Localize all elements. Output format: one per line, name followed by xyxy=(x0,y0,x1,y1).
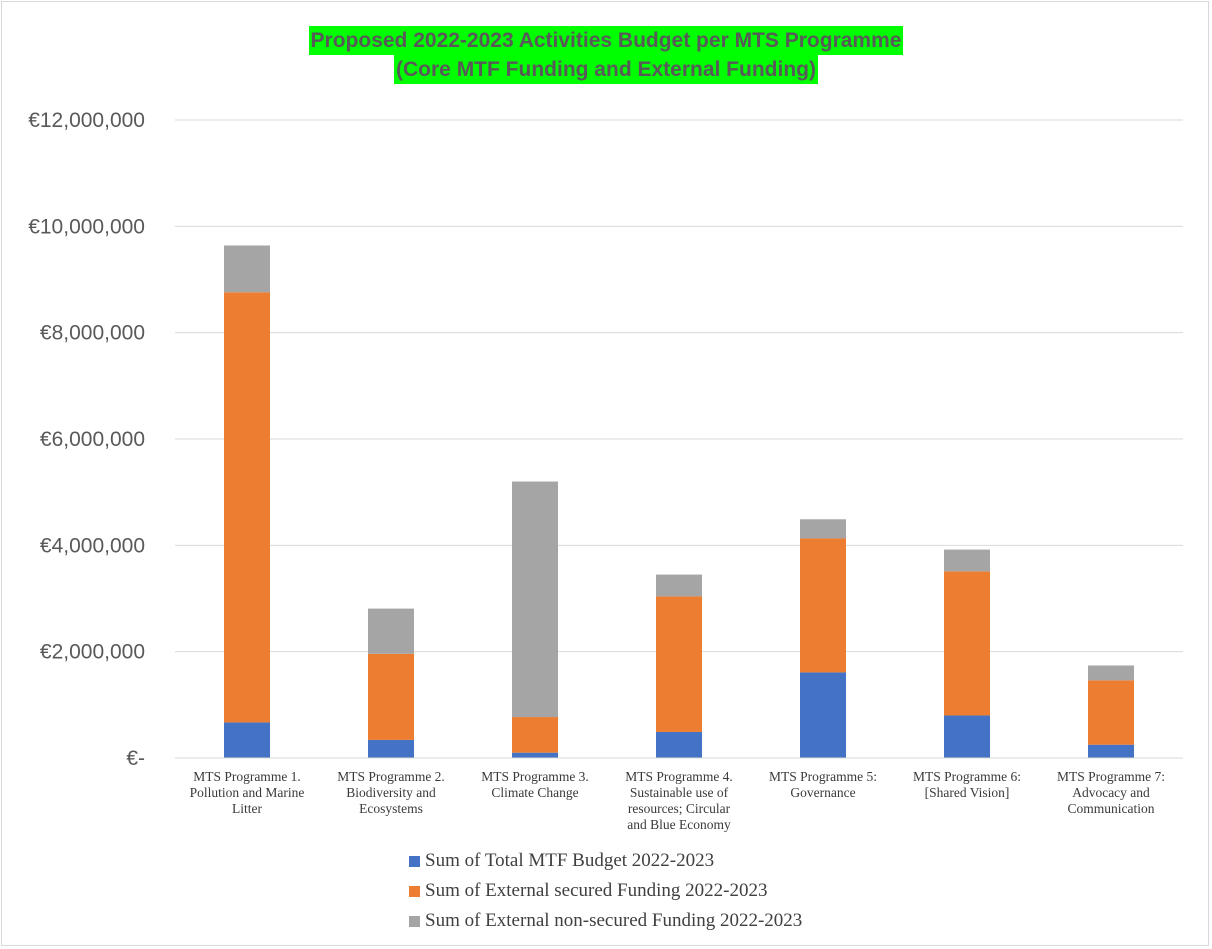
legend-label-mtf-budget: Sum of Total MTF Budget 2022-2023 xyxy=(425,850,715,871)
bar-segment-1-programme-7 xyxy=(1088,744,1134,758)
bar-segment-1-programme-6 xyxy=(944,715,990,758)
bar-segment-2-programme-6 xyxy=(944,571,990,716)
bar-segment-2-programme-1 xyxy=(224,292,270,723)
x-tick-label-line: Pollution and Marine xyxy=(190,785,305,800)
x-tick-label-line: MTS Programme 3. xyxy=(481,769,589,784)
x-tick-label-line: and Blue Economy xyxy=(627,817,731,832)
bar-segment-1-programme-1 xyxy=(224,722,270,758)
bar-segment-2-programme-2 xyxy=(368,653,414,740)
y-tick-label: €10,000,000 xyxy=(28,215,145,238)
x-tick-label-line: MTS Programme 5: xyxy=(769,769,877,784)
bar-segment-2-programme-3 xyxy=(512,717,558,753)
x-tick-label-line: MTS Programme 7: xyxy=(1057,769,1165,784)
x-tick-label-line: MTS Programme 6: xyxy=(913,769,1021,784)
bar-segment-3-programme-5 xyxy=(800,519,846,539)
y-tick-label: €2,000,000 xyxy=(40,641,145,664)
bar-segment-3-programme-2 xyxy=(368,608,414,654)
x-tick-label: MTS Programme 4. Sustainable use of resour… xyxy=(625,769,733,832)
chart-title: Proposed 2022-2023 Activities Budget per… xyxy=(0,26,1212,84)
legend-label-external-secured: Sum of External secured Funding 2022-202… xyxy=(425,880,768,901)
y-tick-label: €4,000,000 xyxy=(40,534,145,557)
y-tick-label: €8,000,000 xyxy=(40,322,145,345)
legend-label-external-non-secured: Sum of External non-secured Funding 2022… xyxy=(425,910,803,931)
x-tick-label: MTS Programme 3. Climate Change xyxy=(481,769,589,800)
legend-item-mtf-budget: Sum of Total MTF Budget 2022-2023 xyxy=(409,846,802,876)
legend-item-external-non-secured: Sum of External non-secured Funding 2022… xyxy=(409,906,802,936)
x-tick-label: MTS Programme 6: [Shared Vision] xyxy=(913,769,1021,800)
x-tick-label-line: Ecosystems xyxy=(359,801,423,816)
x-tick-label: MTS Programme 5: Governance xyxy=(769,769,877,800)
chart-title-line-1: Proposed 2022-2023 Activities Budget per… xyxy=(308,26,904,55)
x-tick-label-line: Governance xyxy=(790,785,855,800)
legend-swatch-mtf-budget xyxy=(409,855,420,867)
bar-segment-2-programme-5 xyxy=(800,538,846,673)
x-tick-label-line: Advocacy and xyxy=(1072,785,1150,800)
x-tick-label-line: resources; Circular xyxy=(628,801,731,816)
bar-segment-3-programme-7 xyxy=(1088,665,1134,681)
legend-swatch-external-non-secured xyxy=(409,915,420,927)
x-tick-label-line: MTS Programme 2. xyxy=(337,769,445,784)
bar-segment-1-programme-2 xyxy=(368,739,414,758)
bar-segment-3-programme-3 xyxy=(512,481,558,718)
bar-segment-1-programme-4 xyxy=(656,731,702,758)
x-tick-label-line: Sustainable use of xyxy=(630,785,729,800)
y-tick-label: €6,000,000 xyxy=(40,428,145,451)
x-tick-label: MTS Programme 7: Advocacy and Communicatio… xyxy=(1057,769,1165,816)
chart-title-line-2: (Core MTF Funding and External Funding) xyxy=(394,55,818,84)
y-tick-label: €12,000,000 xyxy=(28,109,145,132)
bar-segment-3-programme-4 xyxy=(656,574,702,597)
bar-segment-3-programme-1 xyxy=(224,245,270,293)
chart-legend: Sum of Total MTF Budget 2022-2023 Sum of… xyxy=(409,846,802,936)
legend-item-external-secured: Sum of External secured Funding 2022-202… xyxy=(409,876,802,906)
x-tick-label-line: MTS Programme 1. xyxy=(193,769,301,784)
x-tick-label-line: Climate Change xyxy=(491,785,578,800)
bar-segment-1-programme-3 xyxy=(512,752,558,758)
x-tick-label: MTS Programme 1. Pollution and Marine Litt… xyxy=(190,769,305,816)
bar-segment-1-programme-5 xyxy=(800,672,846,758)
x-tick-label: MTS Programme 2. Biodiversity and Ecosyste… xyxy=(337,769,445,816)
x-tick-label-line: Communication xyxy=(1068,801,1155,816)
legend-swatch-external-secured xyxy=(409,885,420,897)
y-tick-label: €- xyxy=(126,747,145,770)
x-tick-label-line: MTS Programme 4. xyxy=(625,769,733,784)
bar-segment-2-programme-7 xyxy=(1088,680,1134,745)
bar-segment-3-programme-6 xyxy=(944,549,990,572)
x-tick-label-line: Litter xyxy=(232,801,262,816)
x-tick-label-line: Biodiversity and xyxy=(346,785,436,800)
bar-segment-2-programme-4 xyxy=(656,596,702,732)
x-tick-label-line: [Shared Vision] xyxy=(925,785,1010,800)
